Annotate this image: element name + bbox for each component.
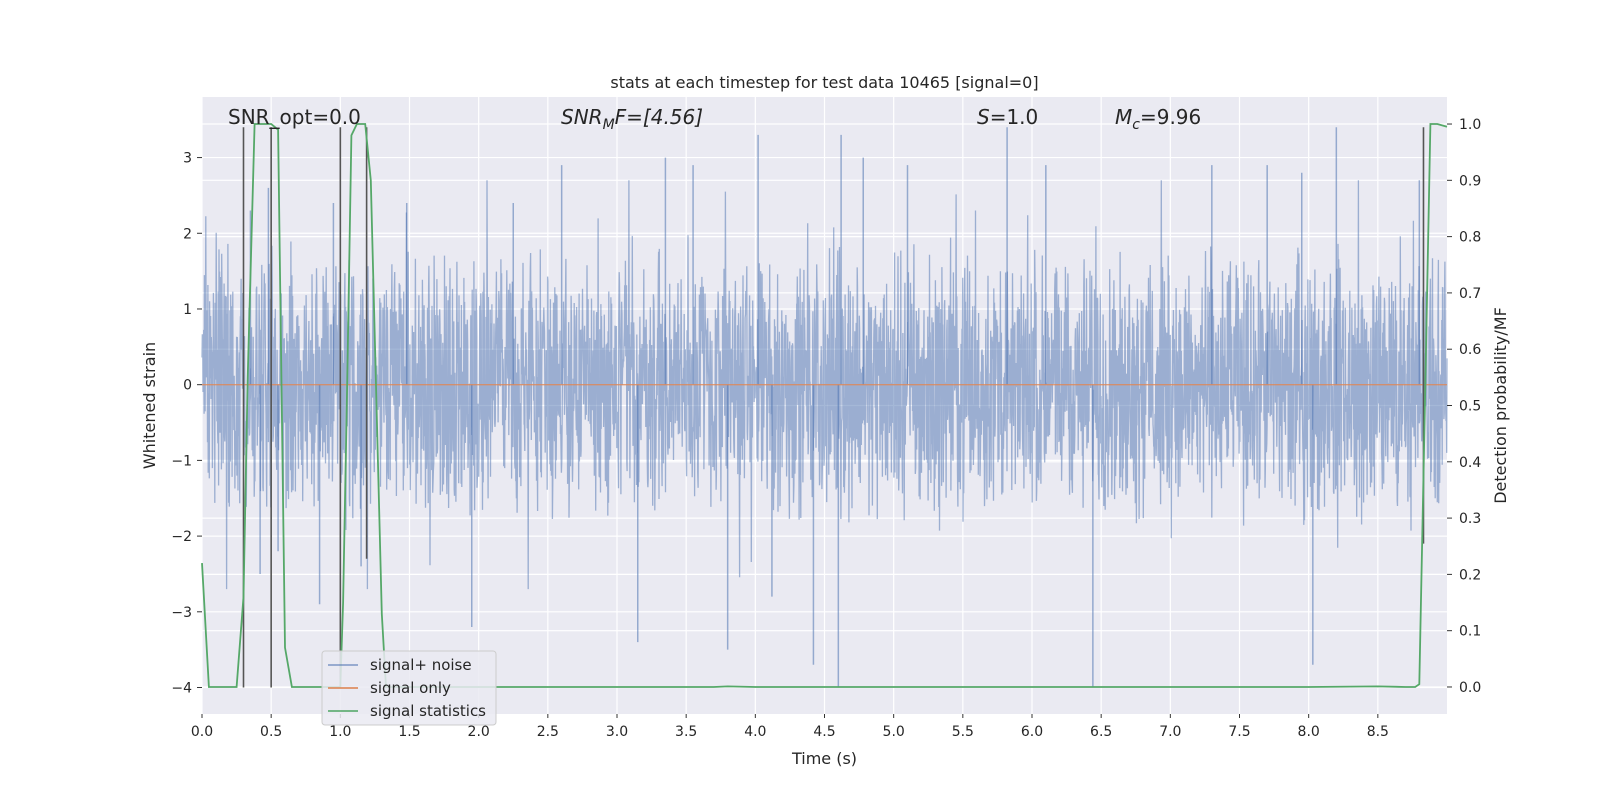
y2-tick-label: 0.1 (1459, 624, 1481, 640)
x-tick-label: 5.5 (952, 724, 974, 740)
x-axis-label: Time (s) (791, 749, 857, 768)
x-tick-label: 7.5 (1228, 724, 1250, 740)
x-tick-label: 6.5 (1090, 724, 1112, 740)
plot-layer (201, 97, 1448, 714)
annotation-s-main: S (977, 105, 990, 129)
x-tick-label: 4.5 (813, 724, 835, 740)
x-tick-label: 4.0 (744, 724, 766, 740)
y-tick-label: 1 (183, 302, 192, 318)
x-tick-label: 6.0 (1021, 724, 1043, 740)
x-tick-label: 7.0 (1159, 724, 1181, 740)
legend: signal+ noise signal only signal statistic… (321, 650, 497, 726)
annotation-mc-main: M (1115, 105, 1132, 129)
y2-tick-label: 0.6 (1459, 342, 1481, 358)
y-tick-label: −1 (171, 453, 192, 469)
y-tick-label: 0 (183, 378, 192, 394)
y-tick-label: 2 (183, 226, 192, 242)
y-axis-label: Whitened strain (140, 342, 159, 469)
annotation-snr-mf: SNRMF=[4.56] (561, 105, 703, 133)
y-tick-label: 3 (183, 151, 192, 167)
legend-label: signal+ noise (370, 656, 472, 674)
annotation-mc-rest: =9.96 (1140, 105, 1201, 129)
y-tick-label: −3 (171, 605, 192, 621)
x-tick-label: 0.0 (191, 724, 213, 740)
annotation-s: S=1.0 (977, 105, 1038, 129)
x-tick-label: 8.0 (1298, 724, 1320, 740)
y2-tick-label: 0.2 (1459, 567, 1481, 583)
y2-tick-label: 0.9 (1459, 173, 1481, 189)
y2-axis-label: Detection probability/MF (1491, 307, 1510, 504)
x-tick-label: 3.5 (675, 724, 697, 740)
x-tick-label: 1.5 (398, 724, 420, 740)
chart-title: stats at each timestep for test data 104… (610, 73, 1038, 92)
annotation-s-rest: =1.0 (990, 105, 1039, 129)
legend-label: signal statistics (370, 702, 486, 720)
annotation-mc-sub: c (1132, 117, 1140, 133)
series-signal-statistics-line (201, 123, 1448, 688)
y2-tick-label: 0.5 (1459, 399, 1481, 415)
annotation-snr-mf-main: SNR (561, 105, 603, 129)
annotation-mc: Mc=9.96 (1115, 105, 1201, 133)
x-tick-label: 0.5 (260, 724, 282, 740)
legend-box (321, 650, 497, 726)
annotation-snr-opt: SNR_opt=0.0 (228, 105, 361, 129)
annotation-snr-mf-rest: F=[4.56] (615, 105, 703, 129)
annotation-snr-mf-sub: M (603, 117, 615, 133)
y-tick-label: −4 (171, 681, 192, 697)
y2-tick-label: 0.3 (1459, 511, 1481, 527)
y-tick-label: −2 (171, 529, 192, 545)
x-tick-label: 2.5 (537, 724, 559, 740)
x-tick-label: 1.0 (329, 724, 351, 740)
legend-label: signal only (370, 679, 451, 697)
x-tick-label: 3.0 (606, 724, 628, 740)
y2-tick-label: 1.0 (1459, 117, 1481, 133)
x-tick-label: 2.0 (468, 724, 490, 740)
y2-tick-label: 0.8 (1459, 230, 1481, 246)
x-tick-label: 5.0 (883, 724, 905, 740)
y2-tick-label: 0.0 (1459, 680, 1481, 696)
y2-tick-label: 0.7 (1459, 286, 1481, 302)
series-signal-noise-line (201, 180, 1448, 590)
y2-tick-label: 0.4 (1459, 455, 1481, 471)
x-tick-label: 8.5 (1367, 724, 1389, 740)
